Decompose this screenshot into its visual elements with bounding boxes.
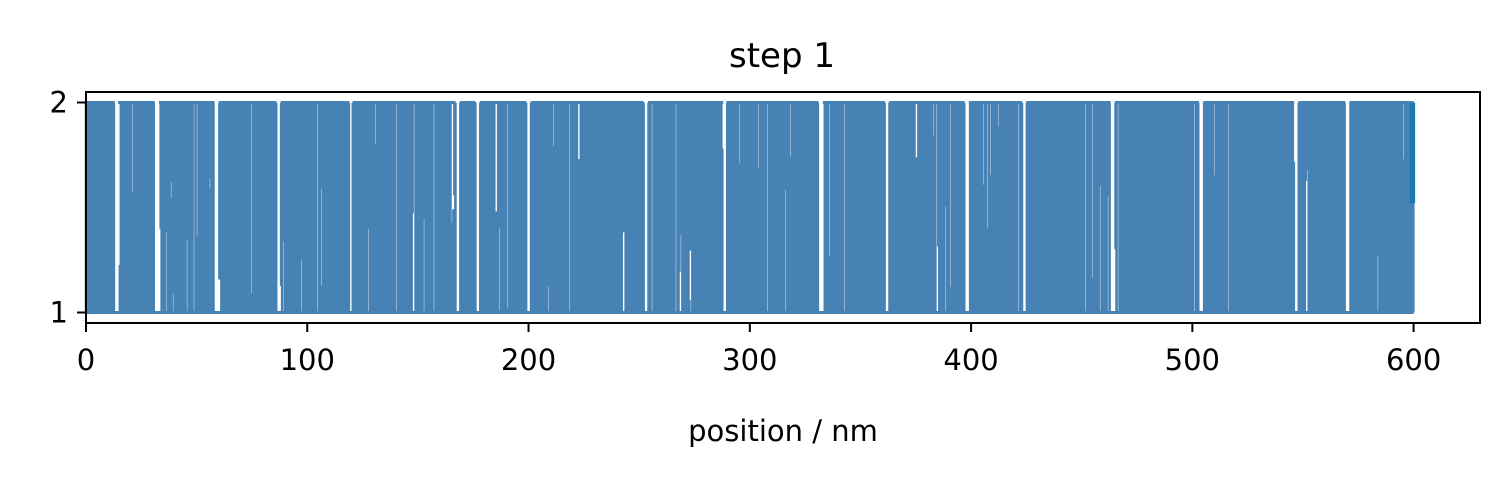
x-axis: 0 100 200 300 400 500 600 bbox=[77, 323, 1441, 377]
x-tick-label: 400 bbox=[943, 343, 998, 377]
x-tick-label: 600 bbox=[1386, 343, 1441, 377]
x-tick-label: 500 bbox=[1165, 343, 1220, 377]
x-axis-label: position / nm bbox=[688, 414, 878, 448]
series-line bbox=[84, 101, 1416, 314]
x-tick-label: 0 bbox=[77, 343, 95, 377]
x-tick-label: 200 bbox=[501, 343, 556, 377]
x-tick-label: 300 bbox=[722, 343, 777, 377]
axes-frame bbox=[85, 91, 1481, 324]
plot-area bbox=[84, 101, 1416, 314]
y-tick-label: 1 bbox=[50, 296, 68, 330]
y-axis: 12 bbox=[50, 86, 86, 330]
x-tick-label: 100 bbox=[280, 343, 335, 377]
y-tick-label: 2 bbox=[50, 86, 68, 120]
chart-title: step 1 bbox=[729, 36, 835, 76]
